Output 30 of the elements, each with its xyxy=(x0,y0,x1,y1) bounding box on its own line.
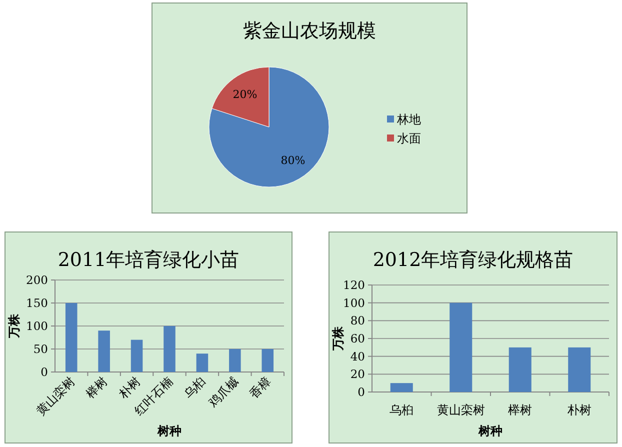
chart-title: 紫金山农场规模 xyxy=(243,20,376,42)
y-tick-label: 150 xyxy=(26,296,48,310)
y-tick-label: 40 xyxy=(350,349,365,364)
y-axis-title: 万株 xyxy=(7,313,21,339)
legend-label: 林地 xyxy=(396,112,421,126)
y-tick-label: 200 xyxy=(26,273,48,287)
y-tick-label: 100 xyxy=(343,296,365,310)
x-tick-label: 朴树 xyxy=(566,403,592,417)
chart-title: 2012年培育绿化规格苗 xyxy=(372,249,574,271)
y-tick-label: 80 xyxy=(350,314,365,328)
x-axis-title: 树种 xyxy=(478,424,502,438)
y-tick-label: 50 xyxy=(33,342,48,356)
y-tick-label: 100 xyxy=(26,319,48,333)
data-label: 80% xyxy=(280,154,306,168)
y-tick-label: 60 xyxy=(350,332,365,346)
x-tick-label: 榉树 xyxy=(508,403,532,417)
y-axis-title: 万株 xyxy=(331,326,345,352)
x-tick-label: 香樟 xyxy=(246,374,274,402)
legend-label: 水面 xyxy=(397,132,421,146)
y-tick-label: 120 xyxy=(343,278,365,292)
y-tick-label: 0 xyxy=(40,365,48,379)
x-axis-title: 树种 xyxy=(156,424,182,438)
y-tick-label: 0 xyxy=(358,385,365,399)
data-label: 20% xyxy=(232,88,258,101)
x-tick-label: 榉树 xyxy=(83,374,110,402)
x-tick-label: 朴树 xyxy=(115,374,143,402)
y-tick-label: 20 xyxy=(350,367,365,382)
x-tick-label: 乌桕 xyxy=(390,403,414,417)
x-tick-label: 黄山栾树 xyxy=(436,403,485,417)
chart-title: 2011年培育绿化小苗 xyxy=(58,249,240,271)
